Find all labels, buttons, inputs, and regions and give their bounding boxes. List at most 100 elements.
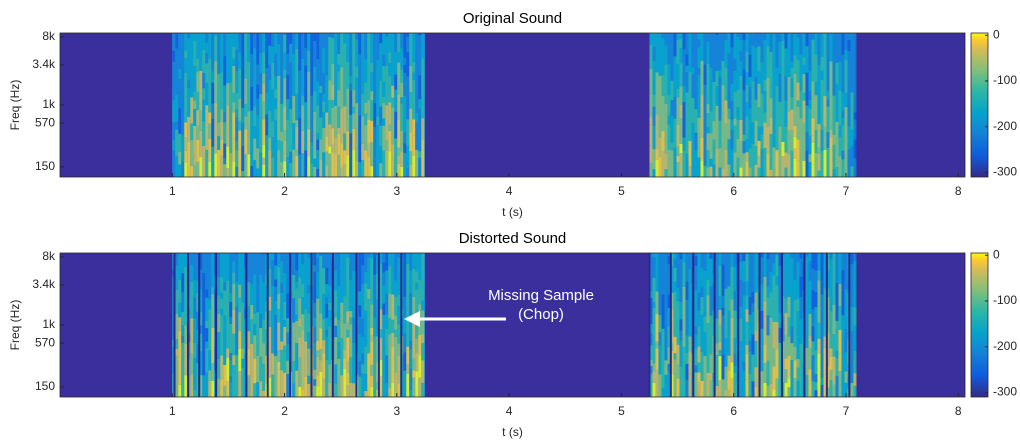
texture-cell: [772, 86, 776, 114]
texture-cell: [376, 382, 380, 390]
texture-cell: [337, 369, 341, 397]
texture-cell: [301, 74, 305, 96]
texture-cell: [817, 170, 821, 177]
texture-cell: [391, 120, 395, 145]
texture-cell: [775, 362, 779, 379]
texture-cell: [175, 94, 179, 121]
texture-cell: [694, 305, 698, 313]
texture-cell: [175, 253, 179, 266]
texture-cell: [241, 56, 245, 85]
texture-cell: [787, 336, 791, 356]
texture-cell: [217, 122, 221, 137]
texture-cell: [787, 58, 791, 77]
texture-cell: [751, 303, 755, 312]
texture-cell: [385, 105, 389, 134]
texture-cell: [694, 326, 698, 335]
texture-cell: [178, 317, 182, 331]
texture-cell: [352, 270, 356, 278]
texture-cell: [802, 122, 806, 132]
texture-cell: [190, 45, 194, 72]
texture-cell: [319, 390, 323, 397]
texture-cell: [844, 382, 848, 397]
texture-cell: [220, 292, 224, 299]
texture-cell: [202, 257, 206, 273]
texture-cell: [379, 329, 383, 338]
texture-cell: [205, 289, 209, 298]
texture-cell: [661, 387, 665, 397]
texture-cell: [253, 323, 257, 336]
texture-cell: [835, 167, 839, 177]
texture-cell: [262, 253, 266, 255]
texture-cell: [370, 386, 374, 397]
texture-cell: [226, 280, 230, 303]
texture-cell: [691, 122, 695, 141]
texture-cell: [724, 149, 728, 177]
texture-cell: [766, 46, 770, 57]
texture-cell: [310, 77, 314, 96]
texture-cell: [358, 291, 362, 306]
texture-cell: [343, 43, 347, 65]
texture-cell: [838, 61, 842, 74]
texture-cell: [274, 279, 278, 287]
texture-cell: [745, 108, 749, 117]
texture-cell: [721, 307, 725, 316]
texture-cell: [211, 261, 215, 288]
texture-cell: [784, 346, 788, 359]
texture-cell: [211, 327, 215, 351]
texture-cell: [847, 103, 851, 127]
texture-cell: [340, 302, 344, 321]
texture-cell: [823, 348, 827, 375]
texture-cell: [259, 335, 263, 357]
texture-cell: [751, 81, 755, 104]
texture-cell: [832, 113, 836, 136]
texture-cell: [661, 253, 665, 266]
texture-cell: [754, 65, 758, 77]
texture-cell: [811, 60, 815, 72]
texture-cell: [199, 54, 203, 71]
texture-cell: [202, 88, 206, 100]
texture-cell: [229, 253, 233, 268]
texture-cell: [229, 382, 233, 397]
texture-cell: [694, 312, 698, 327]
texture-cell: [739, 376, 743, 397]
texture-cell: [298, 386, 302, 397]
texture-cell: [409, 56, 413, 66]
texture-cell: [763, 112, 767, 123]
texture-cell: [193, 91, 197, 101]
x-tick-label: 8: [955, 184, 962, 198]
texture-cell: [196, 33, 200, 44]
texture-cell: [724, 328, 728, 338]
texture-cell: [397, 155, 401, 164]
texture-cell: [397, 62, 401, 82]
texture-cell: [346, 88, 350, 107]
texture-cell: [409, 253, 413, 271]
texture-cell: [817, 374, 821, 397]
texture-cell: [280, 56, 284, 82]
texture-cell: [280, 315, 284, 342]
texture-cell: [214, 81, 218, 103]
texture-cell: [322, 54, 326, 74]
texture-cell: [328, 37, 332, 58]
texture-cell: [235, 141, 239, 151]
texture-cell: [223, 267, 227, 282]
texture-cell: [787, 278, 791, 297]
texture-cell: [214, 119, 218, 135]
texture-cell: [337, 253, 341, 266]
texture-cell: [208, 33, 212, 50]
texture-cell: [685, 352, 689, 364]
texture-cell: [745, 51, 749, 73]
texture-cell: [709, 111, 713, 134]
texture-cell: [412, 253, 416, 269]
texture-cell: [718, 296, 722, 310]
texture-cell: [394, 253, 398, 267]
texture-cell: [703, 304, 707, 317]
texture-cell: [223, 364, 227, 386]
texture-cell: [826, 387, 830, 397]
texture-cell: [409, 341, 413, 350]
texture-cell: [187, 142, 191, 168]
texture-cell: [280, 131, 284, 142]
texture-cell: [394, 150, 398, 177]
texture-cell: [769, 98, 773, 119]
texture-cell: [328, 263, 332, 286]
texture-cell: [388, 52, 392, 64]
